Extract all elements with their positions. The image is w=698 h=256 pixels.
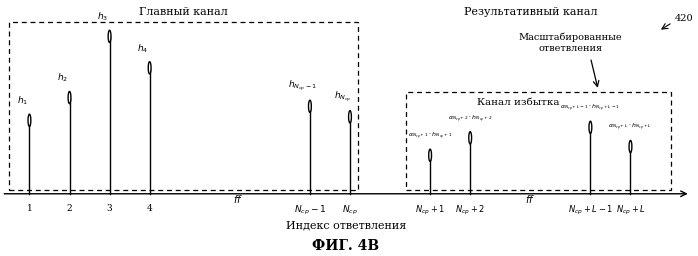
Text: ФИГ. 4B: ФИГ. 4B	[313, 239, 380, 253]
Text: Канал избытка: Канал избытка	[477, 98, 560, 106]
Circle shape	[629, 141, 632, 153]
Bar	[406, 92, 671, 190]
Text: $h_1$: $h_1$	[17, 95, 28, 107]
Text: $N_{cp}+L-1$: $N_{cp}+L-1$	[567, 204, 613, 217]
Text: $\mathit{ff}$: $\mathit{ff}$	[526, 193, 535, 205]
Circle shape	[108, 30, 111, 42]
Text: $\alpha_{N_{cp}+L}\cdot h_{N_{cp}+L}$: $\alpha_{N_{cp}+L}\cdot h_{N_{cp}+L}$	[609, 122, 653, 133]
Text: $\mathit{ff}$: $\mathit{ff}$	[232, 193, 243, 205]
Text: 420: 420	[674, 14, 693, 23]
Text: 1: 1	[27, 204, 32, 213]
Circle shape	[309, 100, 311, 112]
Circle shape	[429, 149, 431, 162]
Text: $h_{N_{cp}-1}$: $h_{N_{cp}-1}$	[288, 79, 317, 93]
Text: $N_{cp}-1$: $N_{cp}-1$	[294, 204, 326, 217]
Text: Масштабированные
ответвления: Масштабированные ответвления	[519, 33, 622, 54]
Text: $h_2$: $h_2$	[57, 72, 68, 84]
Text: 3: 3	[107, 204, 112, 213]
Text: Результативный канал: Результативный канал	[463, 7, 597, 17]
Text: $\alpha_{N_{cp}+2}\cdot h_{N_{cp}+2}$: $\alpha_{N_{cp}+2}\cdot h_{N_{cp}+2}$	[448, 114, 493, 125]
Text: $N_{cp}+1$: $N_{cp}+1$	[415, 204, 445, 217]
Circle shape	[148, 62, 151, 74]
Text: Индекс ответвления: Индекс ответвления	[286, 220, 406, 230]
Text: $\alpha_{N_{cp}+1}\cdot h_{N_{cp}+1}$: $\alpha_{N_{cp}+1}\cdot h_{N_{cp}+1}$	[408, 131, 452, 142]
Text: $N_{cp}$: $N_{cp}$	[342, 204, 358, 217]
Circle shape	[28, 114, 31, 126]
Text: 4: 4	[147, 204, 153, 213]
Text: $N_{cp}+L$: $N_{cp}+L$	[616, 204, 646, 217]
Circle shape	[589, 121, 592, 133]
Circle shape	[348, 111, 351, 123]
Text: $h_4$: $h_4$	[137, 42, 148, 55]
Text: $N_{cp}+2$: $N_{cp}+2$	[455, 204, 485, 217]
Bar	[9, 22, 358, 190]
Text: $h_3$: $h_3$	[97, 11, 108, 23]
Text: Главный канал: Главный канал	[140, 7, 228, 17]
Circle shape	[469, 132, 472, 144]
Text: $\alpha_{N_{cp}+L-1}\cdot h_{N_{cp}+L-1}$: $\alpha_{N_{cp}+L-1}\cdot h_{N_{cp}+L-1}…	[560, 103, 621, 114]
Text: 2: 2	[67, 204, 73, 213]
Text: $h_{N_{cp}}$: $h_{N_{cp}}$	[334, 89, 352, 104]
Circle shape	[68, 91, 71, 104]
